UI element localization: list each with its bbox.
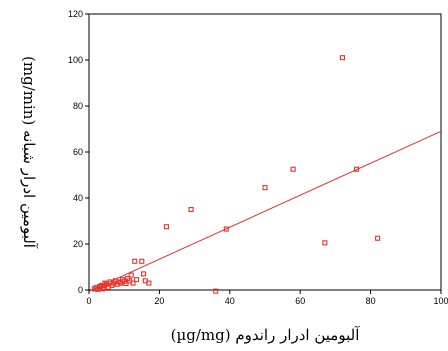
data-point [322, 240, 328, 246]
data-point [163, 224, 169, 230]
y-tick-label: 120 [68, 9, 83, 19]
x-tick-label: 40 [225, 296, 235, 306]
x-tick-label: 60 [295, 296, 305, 306]
data-point [123, 281, 129, 287]
data-point [223, 226, 229, 232]
x-tick-label: 100 [433, 296, 448, 306]
data-point [213, 288, 219, 294]
data-point [290, 166, 296, 172]
x-tick-label: 0 [86, 296, 91, 306]
regression-line [88, 130, 442, 292]
data-point [128, 272, 134, 278]
points-layer [91, 55, 381, 294]
y-tick-label: 40 [73, 193, 83, 203]
x-axis-ticks: 0 20 40 60 80 100 [86, 290, 448, 306]
data-point [339, 55, 345, 61]
data-point [188, 206, 194, 213]
plot-frame [88, 13, 442, 291]
y-tick-label: 20 [73, 239, 83, 249]
data-point [375, 235, 381, 241]
data-point [141, 271, 147, 277]
fit-line-layer [88, 130, 442, 292]
y-tick-label: 100 [68, 55, 83, 65]
x-tick-label: 20 [154, 296, 164, 306]
data-point [353, 166, 360, 172]
data-point [100, 286, 106, 292]
data-point [130, 280, 136, 286]
x-axis-title: آلبومین ادرار راندوم (µg/mg) [171, 326, 361, 344]
data-point [139, 258, 145, 264]
y-tick-label: 0 [78, 285, 83, 295]
data-point [133, 277, 140, 283]
data-point [146, 280, 152, 286]
data-point [262, 185, 268, 191]
y-axis-ticks: 0 20 40 60 80 100 120 [68, 9, 89, 295]
y-tick-label: 60 [73, 147, 83, 157]
data-point [132, 258, 138, 264]
y-tick-label: 80 [73, 101, 83, 111]
y-axis-title: آلبومین ادرار شبانه (mg/min) [20, 56, 38, 249]
x-tick-label: 80 [366, 296, 376, 306]
